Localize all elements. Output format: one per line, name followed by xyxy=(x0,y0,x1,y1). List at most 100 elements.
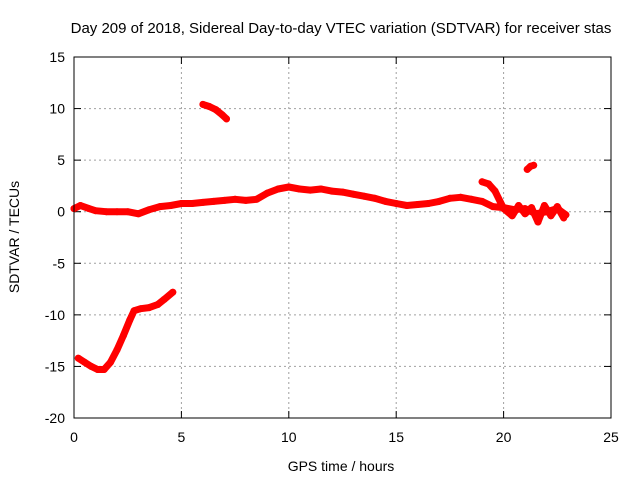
data-point xyxy=(317,185,325,193)
data-point xyxy=(534,218,542,226)
data-point xyxy=(154,301,162,308)
x-tick-label: 25 xyxy=(603,429,619,445)
y-tick-label: -15 xyxy=(45,358,65,374)
data-point xyxy=(94,366,102,373)
data-point xyxy=(478,197,486,205)
data-point xyxy=(177,200,185,207)
y-tick-label: 10 xyxy=(49,101,65,117)
data-point xyxy=(130,307,138,315)
data-point xyxy=(530,161,538,169)
data-point xyxy=(137,305,145,313)
y-tick-label: 0 xyxy=(57,204,65,220)
grid xyxy=(74,57,611,418)
data-point xyxy=(560,214,568,222)
x-tick-label: 20 xyxy=(496,429,512,445)
data-point xyxy=(306,186,314,194)
data-point xyxy=(328,187,336,195)
data-point xyxy=(403,202,411,209)
series-early-descent xyxy=(74,288,177,373)
data-point xyxy=(199,100,207,108)
data-point xyxy=(491,187,499,195)
data-point xyxy=(223,115,230,123)
x-tick-label: 5 xyxy=(178,429,186,445)
data-point xyxy=(156,203,164,211)
y-tick-label: 5 xyxy=(57,152,65,168)
data-point xyxy=(435,197,443,205)
data-point xyxy=(210,197,218,205)
x-tick-label: 0 xyxy=(70,429,78,445)
data-point xyxy=(508,212,516,220)
data-point xyxy=(169,288,177,296)
y-tick-label: -5 xyxy=(53,255,66,271)
data-point xyxy=(285,183,293,191)
y-tick-label: 15 xyxy=(49,49,65,65)
data-point xyxy=(547,212,555,220)
tick-labels: 0 5 10 15 20 25 -20 -15 -10 -5 0 5 10 15 xyxy=(45,49,619,445)
data-point xyxy=(145,206,153,214)
series-late-segment xyxy=(523,161,538,173)
data-point xyxy=(263,189,271,197)
series-noisy-tail xyxy=(478,178,568,226)
data-point xyxy=(296,185,303,193)
data-point xyxy=(160,295,168,303)
x-tick-label: 10 xyxy=(281,429,297,445)
data-point xyxy=(382,197,389,205)
data-point xyxy=(360,192,368,200)
data-point xyxy=(102,208,110,216)
data-point xyxy=(85,205,93,213)
data-point xyxy=(253,195,261,203)
data-point xyxy=(478,178,486,186)
data-point xyxy=(540,202,548,209)
data-point xyxy=(76,202,84,209)
series-arc-high xyxy=(199,100,230,123)
data-point xyxy=(107,358,114,366)
data-point xyxy=(167,202,175,209)
data-point xyxy=(212,106,220,114)
data-point xyxy=(467,195,475,203)
data-point xyxy=(500,205,508,213)
data-point xyxy=(119,332,127,339)
data-point xyxy=(220,196,228,204)
x-axis-label: GPS time / hours xyxy=(288,458,395,474)
data-point xyxy=(81,358,89,366)
data-point xyxy=(349,190,357,198)
data-point xyxy=(371,194,379,202)
data-point xyxy=(424,200,432,207)
data-point xyxy=(113,208,121,216)
data-point xyxy=(521,210,529,218)
data-point xyxy=(113,346,121,354)
data-point xyxy=(231,195,239,203)
series-layer xyxy=(70,100,570,373)
data-point xyxy=(528,204,535,212)
data-point xyxy=(126,316,134,324)
x-tick-label: 15 xyxy=(388,429,404,445)
data-point xyxy=(199,198,207,206)
data-point xyxy=(414,201,422,208)
data-point xyxy=(124,208,132,216)
data-point xyxy=(489,203,497,211)
data-point xyxy=(457,193,465,201)
data-point xyxy=(392,200,400,207)
plot-border xyxy=(73,56,612,419)
y-tick-label: -20 xyxy=(45,410,65,426)
chart-title: Day 209 of 2018, Sidereal Day-to-day VTE… xyxy=(71,20,612,37)
data-point xyxy=(446,194,454,202)
data-point xyxy=(205,103,213,110)
data-point xyxy=(87,362,95,370)
y-tick-label: -10 xyxy=(45,307,65,323)
data-point xyxy=(553,203,561,211)
data-point xyxy=(92,207,99,215)
data-point xyxy=(100,366,108,373)
data-point xyxy=(134,210,142,218)
plot-area xyxy=(74,57,611,418)
data-point xyxy=(274,185,282,193)
data-point xyxy=(145,304,153,312)
y-axis-label: SDTVAR / TECUs xyxy=(6,181,22,293)
data-point xyxy=(74,354,82,362)
data-point xyxy=(515,202,523,209)
data-point xyxy=(485,180,493,188)
data-point xyxy=(188,200,196,207)
data-point xyxy=(339,188,346,196)
data-point xyxy=(242,196,250,204)
